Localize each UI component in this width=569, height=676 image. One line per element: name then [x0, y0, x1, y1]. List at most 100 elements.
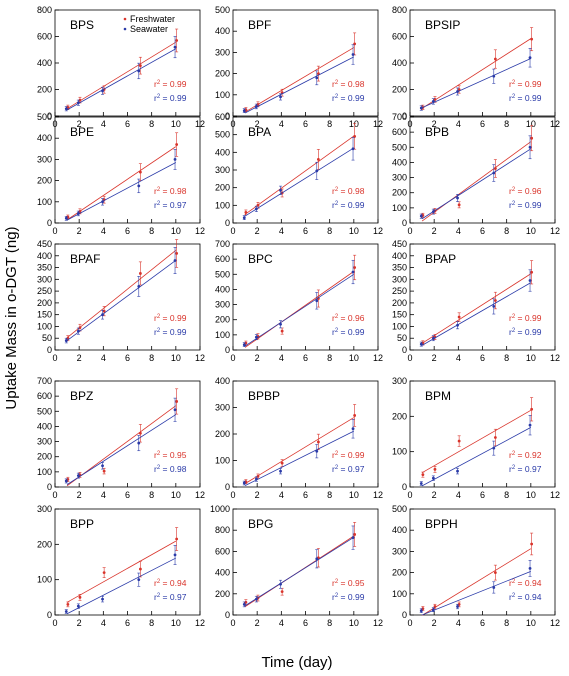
r2-label: r2 = 0.99 [154, 313, 187, 323]
x-tick-label: 8 [149, 618, 154, 628]
x-tick-label: 6 [303, 353, 308, 363]
y-tick-label: 400 [37, 58, 52, 68]
x-tick-label: 6 [125, 226, 130, 236]
data-point [457, 88, 461, 91]
data-point [64, 216, 68, 220]
r2-label: r2 = 0.97 [154, 592, 187, 602]
y-tick-label: 200 [37, 298, 52, 308]
data-point [64, 479, 68, 483]
y-tick-label: 600 [392, 32, 407, 42]
y-tick-label: 200 [215, 429, 230, 439]
y-tick-label: 100 [392, 589, 407, 599]
fit-line [66, 540, 177, 603]
y-tick-label: 100 [392, 447, 407, 457]
x-tick-label: 12 [373, 618, 383, 628]
x-tick-label: 8 [327, 119, 332, 129]
data-point [244, 600, 248, 604]
y-tick-label: 0 [402, 111, 407, 121]
data-point [254, 477, 258, 481]
x-tick-label: 10 [349, 119, 359, 129]
data-point [457, 603, 461, 606]
x-tick-label: 4 [101, 490, 106, 500]
x-tick-label: 10 [171, 226, 181, 236]
x-tick-label: 8 [504, 119, 509, 129]
y-tick-label: 200 [392, 85, 407, 95]
y-tick-label: 0 [225, 610, 230, 620]
y-tick-label: 450 [392, 239, 407, 249]
x-tick-label: 6 [480, 490, 485, 500]
y-tick-label: 200 [392, 188, 407, 198]
y-tick-label: 100 [215, 456, 230, 466]
y-tick-label: 200 [392, 298, 407, 308]
y-tick-label: 400 [215, 147, 230, 157]
x-tick-label: 10 [526, 618, 536, 628]
r2-label: r2 = 0.99 [509, 327, 542, 337]
r2-label: r2 = 0.99 [509, 79, 542, 89]
x-tick-label: 2 [432, 353, 437, 363]
x-tick-label: 2 [77, 226, 82, 236]
x-tick-label: 2 [77, 353, 82, 363]
data-point [101, 89, 104, 93]
fit-line [421, 273, 532, 344]
fit-line [244, 56, 355, 114]
x-tick-label: 4 [279, 353, 284, 363]
data-point [421, 607, 425, 611]
x-tick-label: 10 [171, 618, 181, 628]
data-point [456, 90, 459, 93]
y-tick-label: 300 [215, 403, 230, 413]
data-point [279, 95, 282, 99]
fit-line [66, 146, 177, 221]
y-tick-label: 700 [37, 376, 52, 386]
y-tick-label: 600 [392, 127, 407, 137]
data-point [279, 322, 282, 326]
data-point [456, 469, 459, 473]
y-tick-label: 150 [37, 310, 52, 320]
data-point [315, 76, 319, 80]
x-tick-label: 0 [230, 226, 235, 236]
y-tick-label: 500 [37, 406, 52, 416]
r2-label: r2 = 0.99 [332, 93, 365, 103]
x-tick-label: 2 [255, 618, 260, 628]
r2-label: r2 = 0.94 [509, 578, 542, 588]
data-point [316, 72, 320, 75]
y-tick-label: 200 [215, 315, 230, 325]
data-point [175, 39, 179, 42]
data-point [431, 476, 435, 480]
fit-line [421, 58, 531, 109]
y-tick-label: 200 [37, 452, 52, 462]
x-tick-label: 6 [125, 119, 130, 129]
r2-label: r2 = 0.99 [332, 450, 365, 460]
x-tick-label: 8 [149, 353, 154, 363]
x-tick-label: 2 [432, 119, 437, 129]
r2-label: r2 = 0.99 [154, 327, 187, 337]
r2-label: r2 = 0.96 [509, 186, 542, 196]
y-tick-label: 300 [215, 47, 230, 57]
r2-label: r2 = 0.97 [154, 200, 187, 210]
fit-line [244, 273, 355, 347]
r2-label: r2 = 0.95 [332, 578, 365, 588]
y-tick-label: 0 [47, 482, 52, 492]
y-tick-label: 300 [392, 376, 407, 386]
fit-line [244, 147, 355, 217]
y-tick-label: 400 [215, 26, 230, 36]
y-tick-label: 200 [392, 568, 407, 578]
fit-line [244, 417, 355, 484]
y-tick-label: 800 [37, 5, 52, 15]
x-tick-label: 12 [195, 226, 205, 236]
r2-label: r2 = 0.99 [332, 327, 365, 337]
y-tick-label: 500 [215, 269, 230, 279]
y-tick-label: 400 [215, 568, 230, 578]
x-tick-label: 6 [303, 226, 308, 236]
data-point [493, 571, 497, 574]
y-tick-label: 100 [215, 200, 230, 210]
data-point [102, 571, 106, 574]
data-point [492, 305, 496, 308]
data-point [528, 145, 532, 149]
data-point [492, 586, 496, 589]
panel-bpph: 0 100 200 300 400 500 0 2 4 6 8 10 12 BPPH r2 = 0.94 r2… [392, 504, 560, 628]
y-tick-label: 300 [215, 300, 230, 310]
y-tick-label: 600 [215, 546, 230, 556]
